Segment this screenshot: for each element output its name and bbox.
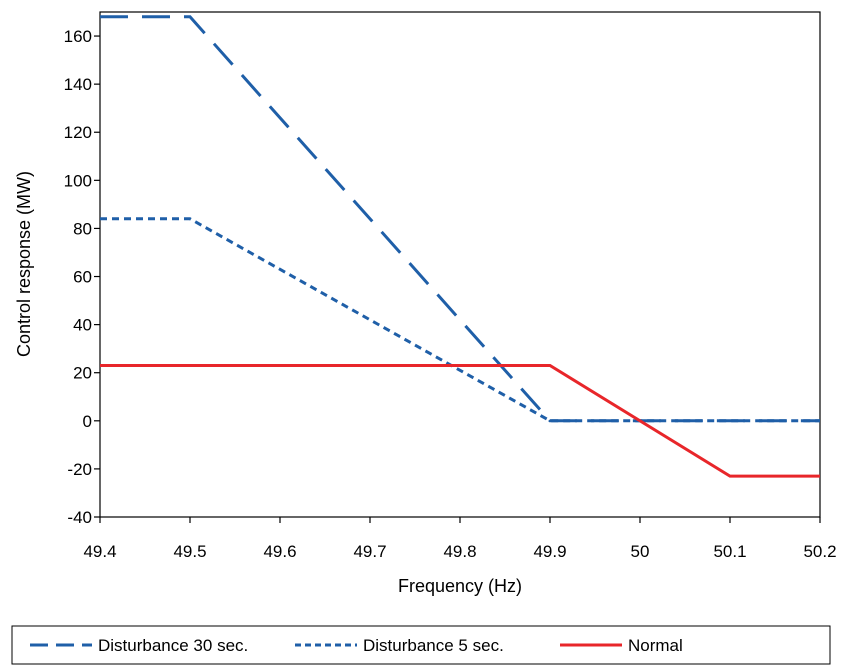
y-axis-ticks: -40 -20 0 20 40 60 80 100 120 140 160 — [64, 27, 100, 527]
x-axis-title: Frequency (Hz) — [398, 576, 522, 596]
x-tick-label: 50.2 — [803, 542, 836, 561]
y-tick-label: 60 — [73, 268, 92, 287]
y-tick-label: 160 — [64, 27, 92, 46]
series-line-disturbance-5-sec — [100, 217, 820, 423]
y-tick-label: -40 — [67, 508, 92, 527]
series-line-disturbance-30-sec — [100, 15, 820, 423]
y-tick-label: 120 — [64, 123, 92, 142]
x-tick-label: 50.1 — [713, 542, 746, 561]
x-tick-label: 49.5 — [173, 542, 206, 561]
x-tick-label: 50 — [631, 542, 650, 561]
y-tick-label: 80 — [73, 219, 92, 238]
legend-label: Normal — [628, 636, 683, 655]
x-tick-label: 49.8 — [443, 542, 476, 561]
legend: Disturbance 30 sec. Disturbance 5 sec. Nor… — [11, 625, 831, 665]
y-tick-label: 0 — [83, 412, 92, 431]
legend-frame — [11, 625, 831, 665]
plot-area-frame — [99, 11, 821, 518]
x-tick-label: 49.7 — [353, 542, 386, 561]
legend-label: Disturbance 30 sec. — [98, 636, 248, 655]
y-tick-label: 100 — [64, 171, 92, 190]
x-tick-label: 49.6 — [263, 542, 296, 561]
x-axis-ticks: 49.4 49.5 49.6 49.7 49.8 49.9 50 50.1 50.2 — [83, 517, 837, 561]
y-tick-label: 40 — [73, 316, 92, 335]
series-layer — [100, 15, 820, 478]
series-line-normal — [100, 364, 820, 478]
y-axis-title: Control response (MW) — [14, 171, 34, 357]
legend-label: Disturbance 5 sec. — [363, 636, 504, 655]
y-tick-label: 140 — [64, 75, 92, 94]
x-tick-label: 49.4 — [83, 542, 116, 561]
x-tick-label: 49.9 — [533, 542, 566, 561]
y-tick-label: 20 — [73, 364, 92, 383]
y-tick-label: -20 — [67, 460, 92, 479]
